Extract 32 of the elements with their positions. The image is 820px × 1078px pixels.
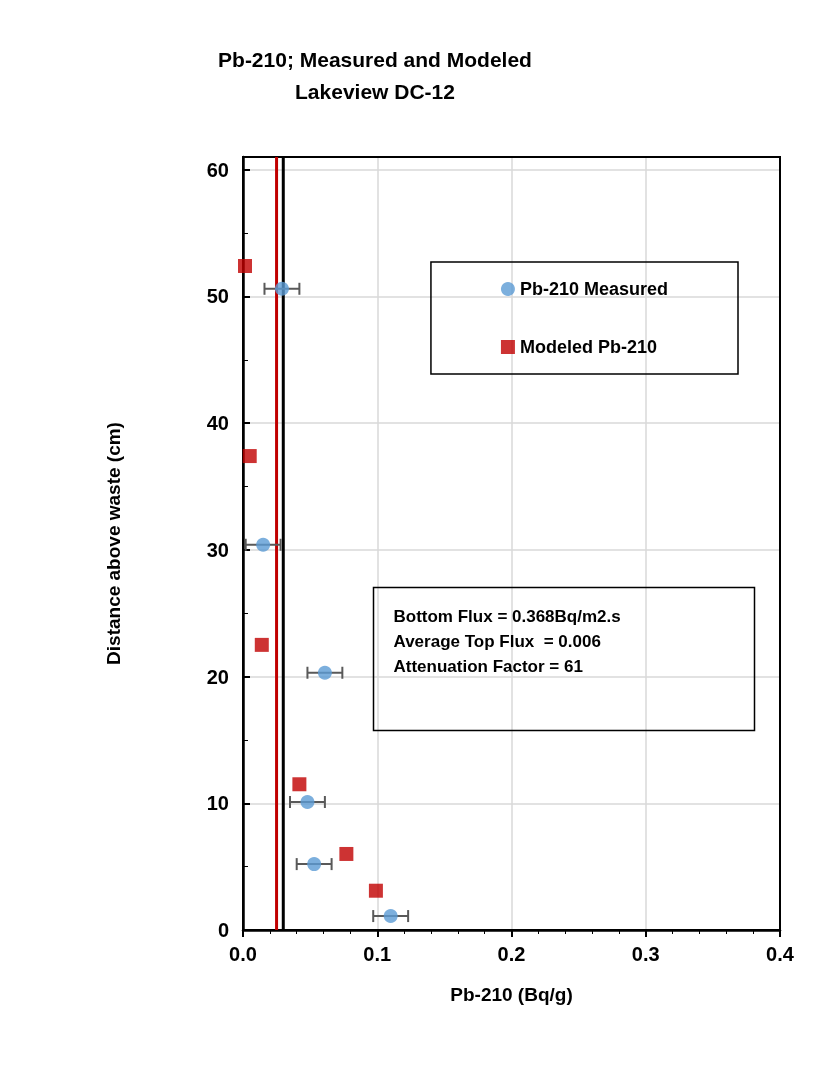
point [238,258,253,273]
y-tick-label: 20 [206,665,229,688]
annotation: Bottom Flux = 0.368Bq/m2.s [393,606,621,626]
point [317,665,332,680]
chart-title: Pb-210; Measured and Modeled Lakeview DC-12 [218,47,532,103]
y-tick-label: 30 [206,538,229,561]
point [300,795,315,810]
point [383,909,398,924]
point [242,449,257,464]
point [339,846,354,861]
annotation: Average Top Flux = 0.006 [393,631,601,651]
x-tick-label: 0.2 [497,943,526,965]
x-tick-label: 0.1 [363,943,392,965]
x-axis-title: Pb-210 (Bq/g) [450,984,573,1005]
point [274,281,289,296]
y-axis-title: Distance above waste (cm) [103,422,124,665]
y-tick-label: 40 [206,412,229,435]
annotation: Attenuation Factor = 61 [393,656,583,676]
legend-label: Modeled Pb-210 [519,337,657,357]
x-tick-label: 0.0 [229,943,257,965]
y-tick-label: 0 [217,919,229,941]
y-tick-label: 60 [206,158,229,181]
y-tick-label: 10 [206,792,229,815]
x-tick-label: 0.4 [766,943,795,965]
point [307,857,322,872]
point [256,537,271,552]
point [292,777,307,792]
legend-label: Pb-210 Measured [519,279,668,299]
y-tick-label: 50 [206,285,229,308]
point [254,637,269,652]
point [368,883,383,898]
x-tick-label: 0.3 [631,943,660,965]
